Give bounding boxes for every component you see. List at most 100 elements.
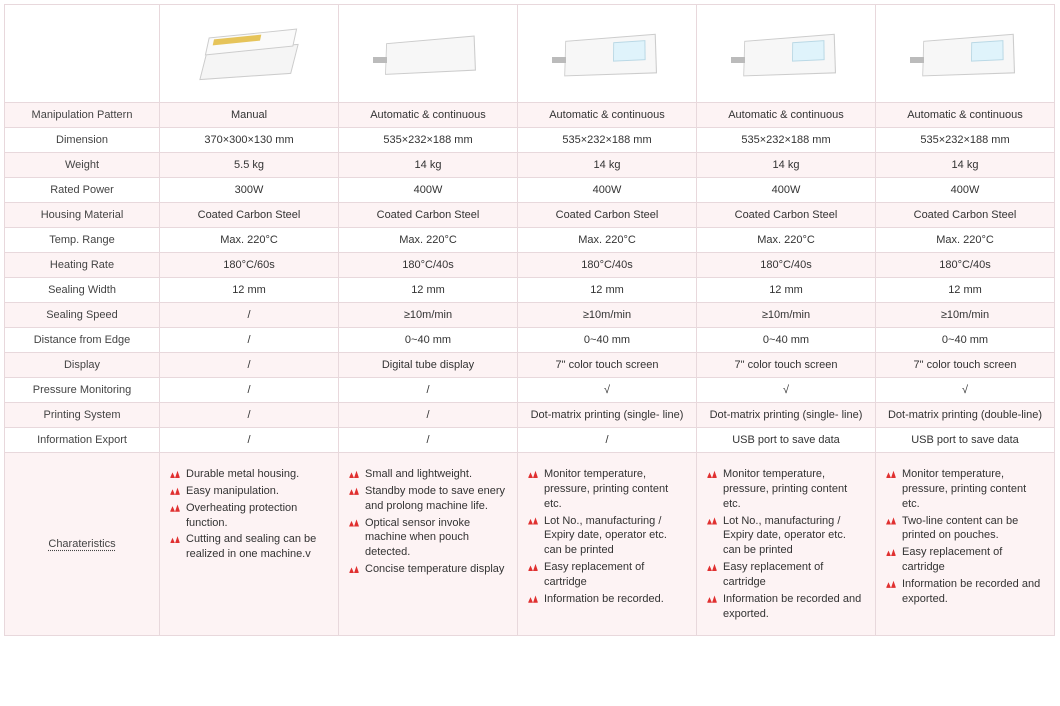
row-dim: Dimension370×300×130 mm535×232×188 mm535…: [5, 128, 1055, 153]
cell-print-4: Dot-matrix printing (single- line): [697, 403, 876, 428]
cell-power-5: 400W: [876, 178, 1055, 203]
cell-temp-2: Max. 220°C: [339, 228, 518, 253]
row-press: Pressure Monitoring//√√√: [5, 378, 1055, 403]
cell-manip-1: Manual: [160, 103, 339, 128]
cell-heat-2: 180°C/40s: [339, 253, 518, 278]
cell-power-1: 300W: [160, 178, 339, 203]
feature-item: Lot No., manufacturing / Expiry date, op…: [528, 514, 686, 559]
product-image-2: [339, 5, 518, 103]
cell-print-5: Dot-matrix printing (double-line): [876, 403, 1055, 428]
cell-print-1: /: [160, 403, 339, 428]
row-housing: Housing MaterialCoated Carbon SteelCoate…: [5, 203, 1055, 228]
feature-item: Information be recorded.: [528, 592, 686, 607]
row-label: Printing System: [5, 403, 160, 428]
cell-heat-4: 180°C/40s: [697, 253, 876, 278]
cell-temp-5: Max. 220°C: [876, 228, 1055, 253]
row-dist: Distance from Edge/0~40 mm0~40 mm0~40 mm…: [5, 328, 1055, 353]
cell-dist-1: /: [160, 328, 339, 353]
row-label: Rated Power: [5, 178, 160, 203]
cell-housing-3: Coated Carbon Steel: [518, 203, 697, 228]
row-label: Dimension: [5, 128, 160, 153]
cell-weight-4: 14 kg: [697, 153, 876, 178]
cell-heat-3: 180°C/40s: [518, 253, 697, 278]
characteristics-2: Small and lightweight. Standby mode to sa…: [339, 453, 518, 636]
cell-weight-1: 5.5 kg: [160, 153, 339, 178]
feature-item: Information be recorded and exported.: [707, 592, 865, 622]
product-image-3: [518, 5, 697, 103]
feature-item: Monitor temperature, pressure, printing …: [886, 467, 1044, 512]
cell-dim-5: 535×232×188 mm: [876, 128, 1055, 153]
row-label: Weight: [5, 153, 160, 178]
row-heat: Heating Rate180°C/60s180°C/40s180°C/40s1…: [5, 253, 1055, 278]
row-label: Manipulation Pattern: [5, 103, 160, 128]
row-weight: Weight5.5 kg14 kg14 kg14 kg14 kg: [5, 153, 1055, 178]
cell-sealw-2: 12 mm: [339, 278, 518, 303]
cell-press-5: √: [876, 378, 1055, 403]
cell-dist-2: 0~40 mm: [339, 328, 518, 353]
row-label: Sealing Width: [5, 278, 160, 303]
cell-disp-5: 7" color touch screen: [876, 353, 1055, 378]
row-manip: Manipulation PatternManual Automatic & co…: [5, 103, 1055, 128]
feature-item: Concise temperature display: [349, 562, 507, 577]
feature-item: Optical sensor invoke machine when pouch…: [349, 516, 507, 561]
feature-item: Information be recorded and exported.: [886, 577, 1044, 607]
characteristics-1: Durable metal housing.Easy manipulation.…: [160, 453, 339, 636]
characteristics-4: Monitor temperature, pressure, printing …: [697, 453, 876, 636]
product-image-4: [697, 5, 876, 103]
feature-item: Small and lightweight.: [349, 467, 507, 482]
cell-sealw-1: 12 mm: [160, 278, 339, 303]
cell-press-3: √: [518, 378, 697, 403]
cell-dist-3: 0~40 mm: [518, 328, 697, 353]
cell-dist-5: 0~40 mm: [876, 328, 1055, 353]
product-image-5: [876, 5, 1055, 103]
product-image-1: [160, 5, 339, 103]
cell-seals-1: /: [160, 303, 339, 328]
cell-sealw-4: 12 mm: [697, 278, 876, 303]
cell-press-2: /: [339, 378, 518, 403]
feature-item: Monitor temperature, pressure, printing …: [528, 467, 686, 512]
cell-dim-1: 370×300×130 mm: [160, 128, 339, 153]
cell-print-3: Dot-matrix printing (single- line): [518, 403, 697, 428]
cell-heat-1: 180°C/60s: [160, 253, 339, 278]
row-label: Sealing Speed: [5, 303, 160, 328]
cell-sealw-3: 12 mm: [518, 278, 697, 303]
comparison-table: Manipulation PatternManual Automatic & co…: [4, 4, 1055, 636]
cell-seals-5: ≥10m/min: [876, 303, 1055, 328]
row-label: Temp. Range: [5, 228, 160, 253]
row-seals: Sealing Speed/≥10m/min≥10m/min≥10m/min≥1…: [5, 303, 1055, 328]
cell-disp-1: /: [160, 353, 339, 378]
row-label: Housing Material: [5, 203, 160, 228]
feature-item: Easy replacement of cartridge: [886, 545, 1044, 575]
cell-housing-1: Coated Carbon Steel: [160, 203, 339, 228]
feature-item: Monitor temperature, pressure, printing …: [707, 467, 865, 512]
cell-manip-5: Automatic & continuous: [876, 103, 1055, 128]
cell-info-2: /: [339, 428, 518, 453]
row-label: Heating Rate: [5, 253, 160, 278]
row-info: Information Export///USB port to save da…: [5, 428, 1055, 453]
feature-item: Standby mode to save enery and prolong m…: [349, 484, 507, 514]
cell-sealw-5: 12 mm: [876, 278, 1055, 303]
cell-press-4: √: [697, 378, 876, 403]
cell-dim-4: 535×232×188 mm: [697, 128, 876, 153]
cell-info-3: /: [518, 428, 697, 453]
cell-dim-3: 535×232×188 mm: [518, 128, 697, 153]
feature-item: Durable metal housing.: [170, 467, 328, 482]
cell-heat-5: 180°C/40s: [876, 253, 1055, 278]
row-characteristics: CharateristicsDurable metal housing.Easy…: [5, 453, 1055, 636]
cell-weight-5: 14 kg: [876, 153, 1055, 178]
feature-item: Overheating protection function.: [170, 501, 328, 531]
row-label: Information Export: [5, 428, 160, 453]
cell-manip-4: Automatic & continuous: [697, 103, 876, 128]
row-label: Charateristics: [48, 538, 115, 550]
cell-info-1: /: [160, 428, 339, 453]
cell-seals-4: ≥10m/min: [697, 303, 876, 328]
image-row: [5, 5, 1055, 103]
feature-item: Easy replacement of cartridge: [528, 560, 686, 590]
feature-item: Lot No., manufacturing / Expiry date, op…: [707, 514, 865, 559]
cell-weight-2: 14 kg: [339, 153, 518, 178]
cell-info-4: USB port to save data: [697, 428, 876, 453]
feature-item: Two-line content can be printed on pouch…: [886, 514, 1044, 544]
cell-power-3: 400W: [518, 178, 697, 203]
cell-disp-2: Digital tube display: [339, 353, 518, 378]
cell-press-1: /: [160, 378, 339, 403]
